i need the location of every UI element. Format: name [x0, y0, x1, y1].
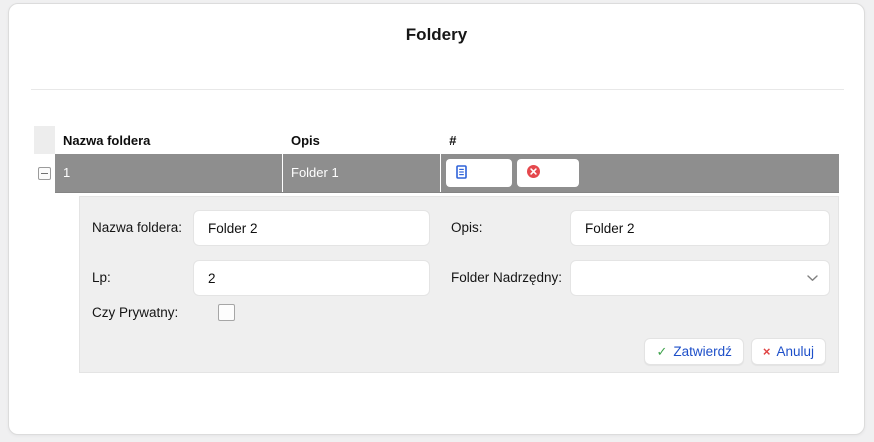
parent-folder-select[interactable] — [570, 260, 830, 296]
row-cell-description: Folder 1 — [283, 154, 441, 192]
circle-x-icon — [527, 165, 540, 181]
description-field-label: Opis: — [451, 220, 483, 235]
edit-row-button[interactable] — [446, 159, 512, 187]
collapse-row-icon[interactable] — [38, 167, 51, 180]
form-buttons: ✓ Zatwierdź × Anuluj — [644, 338, 826, 365]
private-field-label: Czy Prywatny: — [92, 305, 179, 320]
document-icon — [456, 164, 467, 182]
cancel-button[interactable]: × Anuluj — [750, 338, 826, 365]
x-icon: × — [762, 344, 771, 359]
page-title: Foldery — [405, 25, 468, 44]
delete-row-button[interactable] — [517, 159, 579, 187]
confirm-button-label: Zatwierdź — [673, 344, 732, 359]
folders-table: Nazwa foldera Opis # 1 Folder 1 — [34, 126, 839, 193]
row-expander-cell — [34, 154, 55, 193]
column-header-actions: # — [449, 132, 457, 148]
column-header-name: Nazwa foldera — [63, 132, 151, 148]
table-row: 1 Folder 1 — [34, 154, 839, 193]
row-cell-actions — [441, 154, 839, 192]
divider — [31, 89, 844, 90]
private-checkbox[interactable] — [218, 304, 235, 321]
name-field-label: Nazwa foldera: — [92, 220, 183, 235]
check-icon: ✓ — [656, 343, 668, 359]
edit-form-panel: Nazwa foldera: Opis: Lp: Folder Nadrzędn… — [79, 196, 839, 373]
lp-field-label: Lp: — [92, 270, 111, 285]
expander-column-header — [34, 126, 55, 154]
folders-card: Foldery Nazwa foldera Opis # 1 Folder 1 — [8, 3, 865, 435]
parent-folder-select-wrap — [570, 260, 830, 296]
selected-row[interactable]: 1 Folder 1 — [55, 154, 839, 193]
column-header-description: Opis — [291, 132, 320, 148]
confirm-button[interactable]: ✓ Zatwierdź — [644, 338, 744, 365]
cancel-button-label: Anuluj — [776, 344, 814, 359]
row-cell-name: 1 — [55, 154, 283, 192]
parent-folder-label: Folder Nadrzędny: — [451, 270, 563, 285]
description-field[interactable] — [570, 210, 830, 246]
name-field[interactable] — [193, 210, 430, 246]
table-header-row: Nazwa foldera Opis # — [34, 126, 839, 154]
lp-field[interactable] — [193, 260, 430, 296]
